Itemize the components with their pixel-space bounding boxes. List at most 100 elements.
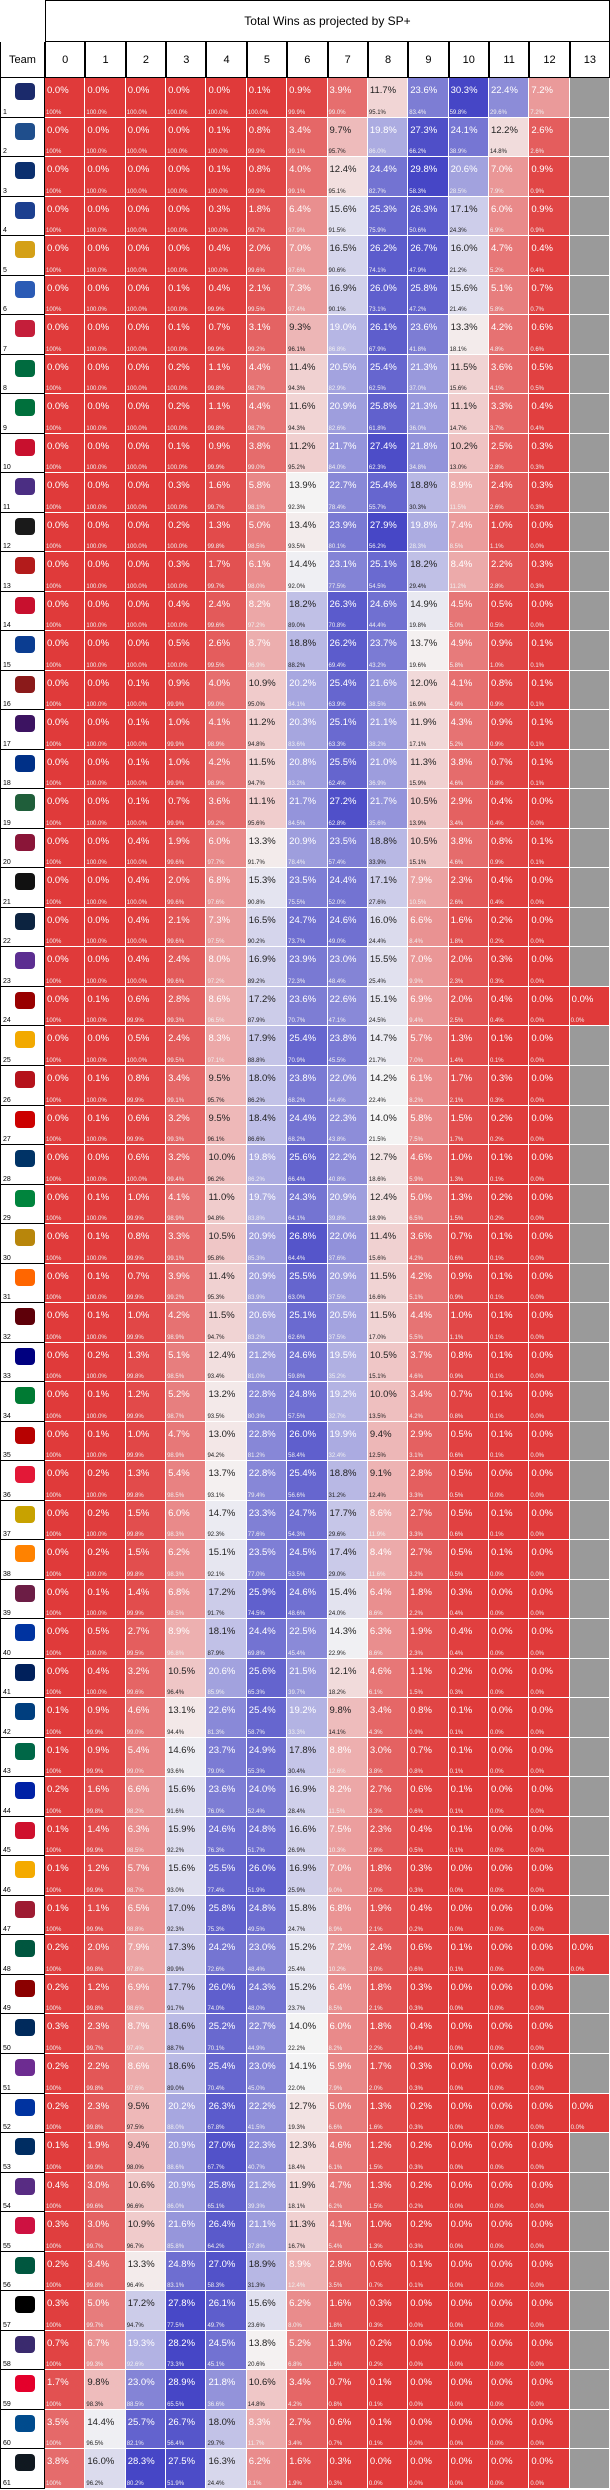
cell-probability: 30.3%: [450, 85, 478, 96]
cell-cumulative: 100.0%: [167, 228, 188, 235]
heatmap-cell: 20.9% 39.8%: [327, 1184, 368, 1225]
heatmap-cell: 21.2% 81.0%: [246, 1342, 288, 1383]
heatmap-cell: 23.7% 43.2%: [367, 631, 409, 671]
cell-probability: 24.4%: [248, 1626, 276, 1638]
cell-cumulative: 0.0%: [409, 2401, 423, 2408]
cell-cumulative: 37.8%: [247, 2243, 265, 2250]
cell-probability: 22.2%: [329, 1152, 357, 1164]
heatmap-cell: 6.8% 98.5%: [166, 1579, 207, 1620]
cell-probability: 0.1%: [450, 1784, 473, 1796]
cell-cumulative: 30.4%: [288, 1769, 306, 1776]
cell-probability: 0.1%: [490, 1310, 513, 1322]
cell-cumulative: 100%: [46, 1611, 62, 1618]
cell-cumulative: 0.0%: [530, 978, 544, 985]
heatmap-cell: 13.7% 19.6%: [408, 631, 449, 671]
cell-cumulative: 86.2%: [247, 1176, 265, 1183]
heatmap-cell-empty: [569, 591, 610, 632]
cell-probability: 10.6%: [127, 2179, 155, 2191]
cell-probability: 26.4%: [208, 2219, 236, 2231]
heatmap-cell: 16.5% 90.6%: [327, 236, 368, 276]
cell-probability: 0.8%: [248, 164, 271, 176]
heatmap-cell: 0.1% 100%: [45, 1737, 86, 1778]
cell-cumulative: 0.0%: [530, 1690, 544, 1697]
heatmap-cell: 1.3% 1.6%: [327, 2330, 368, 2371]
cell-probability: 2.4%: [208, 598, 231, 610]
heatmap-cell: 1.0% 99.9%: [125, 1421, 167, 1462]
cell-probability: 1.1%: [208, 401, 231, 413]
team-rank: 30: [3, 1254, 11, 1262]
heatmap-cell: 0.1% 100%: [45, 1816, 86, 1857]
cell-probability: 17.1%: [450, 203, 478, 215]
cell-cumulative: 99.7%: [207, 583, 225, 590]
team-row-label: 30: [0, 1224, 45, 1264]
cell-cumulative: 0.0%: [489, 1571, 504, 1578]
cell-probability: 8.3%: [208, 1033, 231, 1045]
heatmap-cell: 6.5% 98.8%: [125, 1895, 167, 1936]
cell-cumulative: 100.0%: [86, 978, 107, 985]
heatmap-cell: 0.0% 100.0%: [85, 512, 126, 553]
cell-probability: 0.3%: [531, 440, 553, 452]
cell-probability: 26.3%: [329, 598, 357, 610]
cell-cumulative: 98.0%: [126, 2164, 144, 2171]
heatmap-cell: 22.4% 29.6%: [488, 78, 530, 118]
cell-cumulative: 81.2%: [247, 1453, 265, 1460]
heatmap-cell: 1.1% 1.5%: [408, 1658, 449, 1699]
team-rank: 61: [3, 2479, 11, 2487]
heatmap-cell: 3.6% 4.2%: [408, 1224, 449, 1264]
heatmap-cell: 13.3% 96.4%: [125, 2251, 167, 2292]
heatmap-cell: 2.7% 3.3%: [408, 1500, 449, 1541]
cell-cumulative: 5.8%: [489, 307, 504, 314]
heatmap-cell: 1.0% 1.1%: [448, 1303, 489, 1343]
cell-probability: 4.2%: [168, 1310, 190, 1322]
heatmap-cell: 24.6% 59.8%: [287, 1342, 328, 1383]
cell-cumulative: 19.8%: [409, 623, 427, 630]
cell-probability: 0.3%: [410, 1981, 432, 1993]
cell-cumulative: 96.5%: [207, 1018, 225, 1025]
heatmap-cell: 0.6% 99.9%: [125, 1105, 167, 1146]
cell-cumulative: 0.3%: [449, 1690, 464, 1697]
cell-probability: 0.5%: [450, 1507, 473, 1519]
cell-cumulative: 4.9%: [449, 702, 464, 709]
cell-probability: 6.6%: [410, 914, 432, 926]
cell-cumulative: 100%: [46, 2006, 62, 2013]
cell-cumulative: 0.7%: [530, 307, 544, 314]
cell-probability: 15.2%: [289, 1981, 317, 1993]
team-rank: 17: [3, 740, 11, 748]
heatmap-cell: 0.2% 100.0%: [85, 1461, 126, 1501]
cell-probability: 0.0%: [531, 1428, 553, 1440]
cell-cumulative: 85.8%: [167, 2243, 185, 2250]
team-row-label: 43: [0, 1737, 45, 1778]
cell-probability: 1.1%: [87, 1902, 110, 1914]
cell-cumulative: 92.3%: [207, 1532, 225, 1539]
cell-probability: 0.2%: [47, 2061, 69, 2072]
cell-cumulative: 100%: [46, 899, 62, 906]
heatmap-cell: 4.2% 5.1%: [408, 1263, 449, 1304]
cell-cumulative: 36.0%: [409, 425, 427, 432]
cell-probability: 27.5%: [168, 2456, 196, 2468]
cell-cumulative: 37.5%: [328, 1334, 346, 1341]
cell-cumulative: 0.0%: [530, 1018, 544, 1025]
heatmap-cell: 1.3% 99.8%: [125, 1342, 167, 1383]
heatmap-cell: 3.4% 4.3%: [367, 1698, 409, 1738]
cell-probability: 17.1%: [369, 875, 397, 887]
cell-probability: 10.5%: [369, 1349, 397, 1361]
heatmap-cell: 1.4% 99.9%: [85, 1816, 126, 1857]
cell-probability: 0.2%: [490, 1191, 513, 1203]
heatmap-cell: 21.0% 36.9%: [367, 749, 409, 790]
heatmap-cell: 27.5% 51.9%: [166, 2449, 207, 2489]
cell-cumulative: 47.2%: [409, 307, 427, 314]
cell-cumulative: 0.0%: [409, 2480, 423, 2487]
heatmap-cell: 11.5% 94.7%: [246, 749, 288, 790]
cell-probability: 23.1%: [329, 559, 357, 571]
heatmap-cell: 12.2% 14.8%: [488, 117, 530, 158]
cell-probability: 8.2%: [248, 598, 271, 610]
cell-probability: 0.0%: [168, 124, 190, 136]
heatmap-cell-empty: [569, 1974, 610, 2015]
heatmap-cell: 0.7% 0.8%: [448, 1382, 489, 1422]
cell-cumulative: 91.7%: [247, 860, 265, 867]
cell-probability: 0.0%: [47, 361, 69, 373]
cell-cumulative: 24.4%: [207, 2480, 225, 2487]
heatmap-cell: 7.0% 9.9%: [408, 947, 449, 987]
cell-probability: 0.0%: [531, 2100, 553, 2112]
cell-probability: 4.7%: [168, 1428, 190, 1440]
